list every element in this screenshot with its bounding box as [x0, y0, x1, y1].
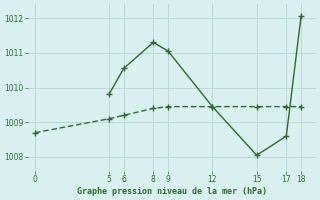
- X-axis label: Graphe pression niveau de la mer (hPa): Graphe pression niveau de la mer (hPa): [77, 187, 267, 196]
